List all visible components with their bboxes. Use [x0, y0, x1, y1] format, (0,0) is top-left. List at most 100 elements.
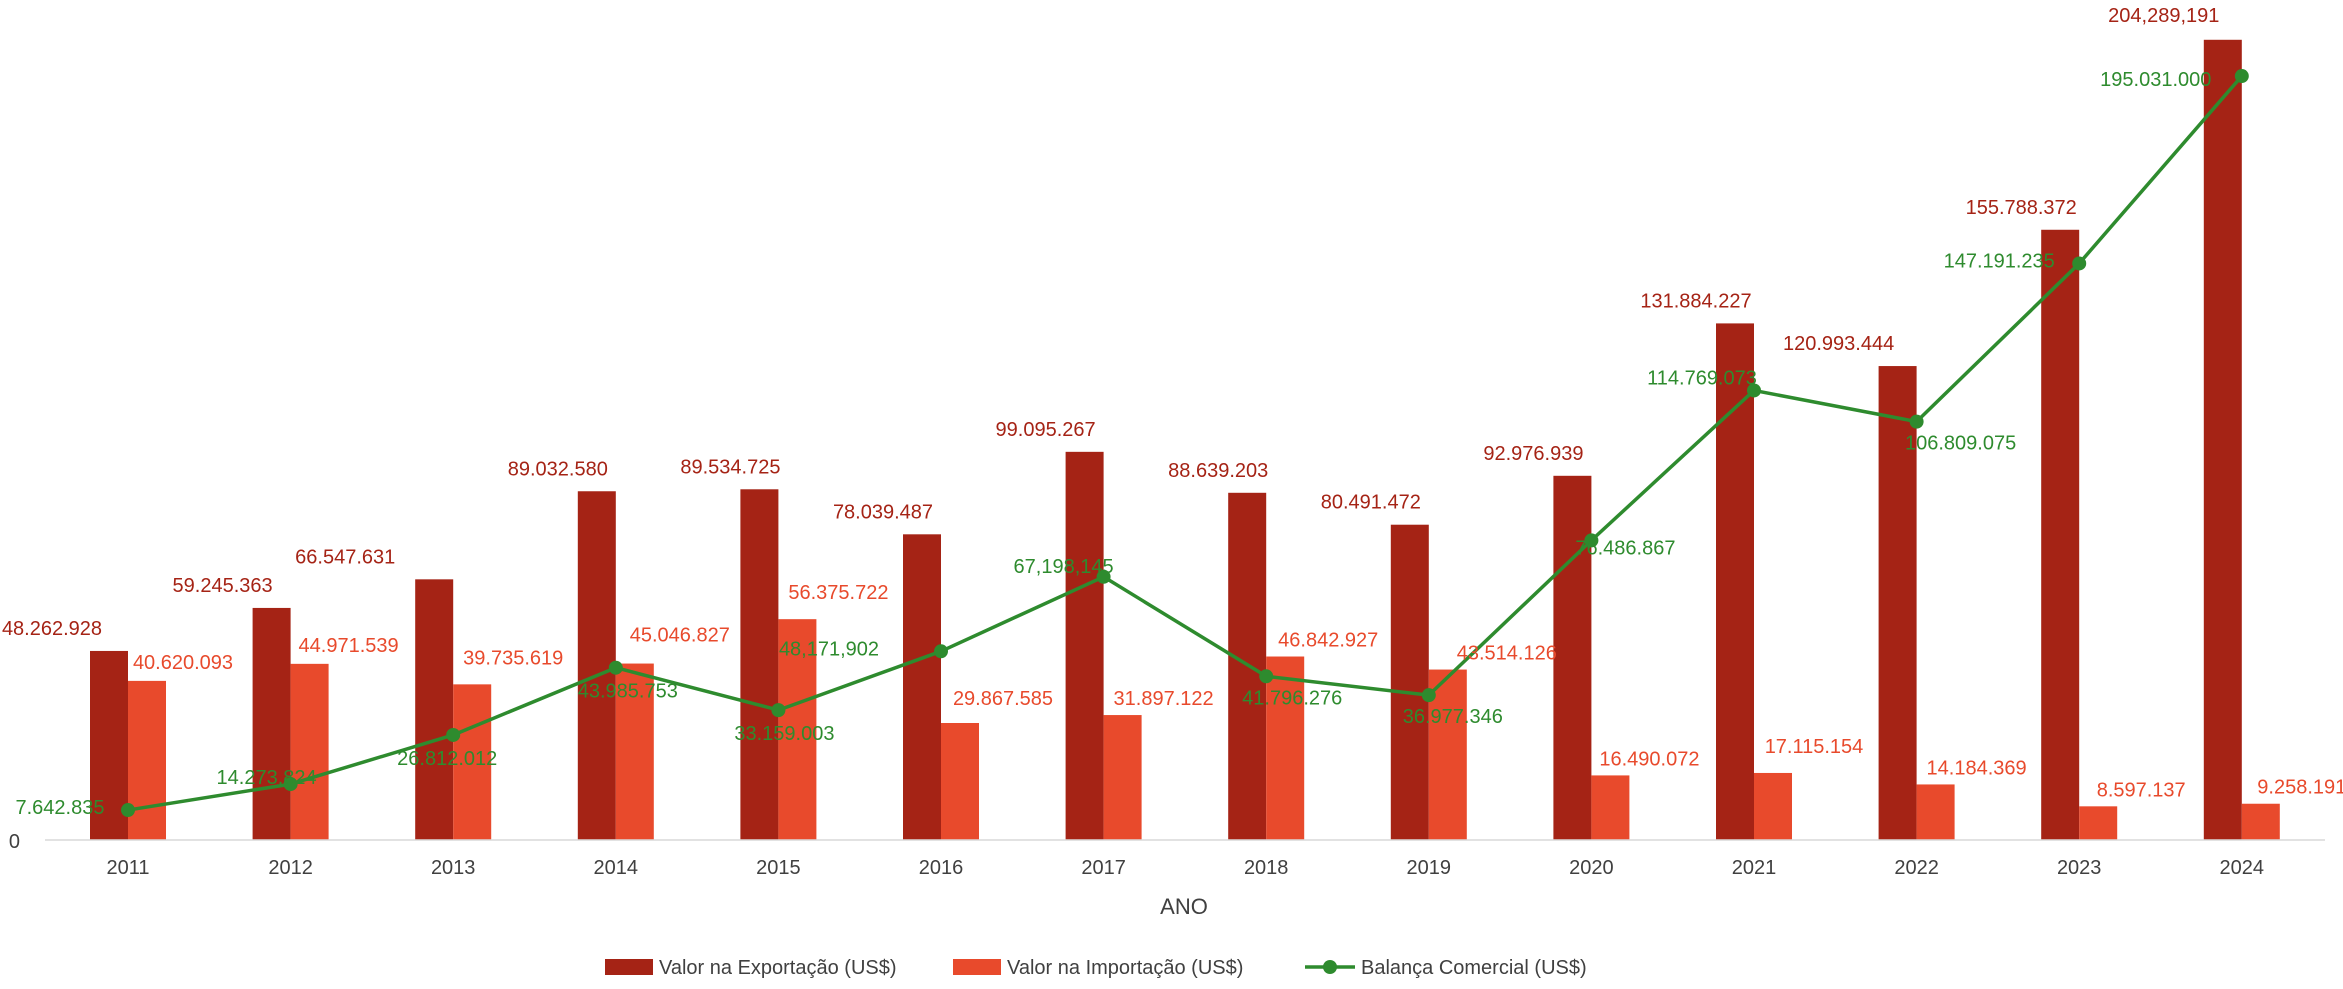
balance-data-label: 33.159.003 [734, 723, 834, 745]
x-tick-label: 2019 [1407, 857, 1452, 879]
x-tick-label: 2020 [1569, 857, 1614, 879]
y-tick-label: 0 [9, 831, 20, 853]
balance-point [1747, 383, 1761, 398]
import-data-label: 8.597.137 [2097, 779, 2186, 801]
export-bar [1390, 524, 1429, 840]
import-data-label: 56.375.722 [788, 582, 888, 604]
x-tick-label: 2013 [431, 857, 476, 879]
x-tick-label: 2014 [594, 857, 639, 879]
import-bar [1754, 772, 1792, 840]
legend-label-export: Valor na Exportação (US$) [659, 957, 897, 979]
export-data-label: 80.491.472 [1321, 492, 1421, 514]
import-bar [1103, 715, 1142, 840]
balance-data-label: 147.191.235 [1944, 250, 2055, 272]
balance-data-label: 7.642.835 [16, 797, 105, 819]
import-bar [453, 684, 492, 840]
import-data-label: 40.620.093 [133, 652, 233, 674]
balance-point [1096, 569, 1111, 584]
import-bar [778, 619, 817, 840]
import-data-label: 14.184.369 [1927, 757, 2027, 779]
import-data-label: 46.842.927 [1278, 630, 1378, 652]
import-bar [290, 663, 329, 840]
import-bar [2079, 806, 2118, 840]
import-data-label: 44.971.539 [299, 635, 399, 657]
import-data-label: 9.258.191 [2257, 777, 2343, 799]
balance-point [934, 644, 948, 659]
balance-point [2072, 256, 2087, 271]
x-tick-label: 2023 [2057, 857, 2102, 879]
export-data-label: 88.639.203 [1168, 460, 1268, 482]
x-tick-label: 2011 [106, 857, 149, 879]
export-bar [252, 607, 291, 840]
balance-point [1259, 669, 1274, 684]
x-tick-label: 2018 [1244, 857, 1289, 879]
balance-data-label: 14.273.824 [217, 767, 317, 789]
export-bar [1553, 475, 1592, 840]
balance-point [283, 777, 298, 792]
import-bar [2241, 803, 2280, 840]
legend-label-balance: Balança Comercial (US$) [1361, 957, 1587, 979]
export-bar [903, 534, 941, 840]
import-data-label: 43.514.126 [1457, 643, 1557, 665]
import-bar [1266, 656, 1305, 840]
balance-data-label: 67,198,145 [1014, 556, 1114, 578]
legend: Valor na Exportação (US$) Valor na Import… [605, 957, 1587, 979]
import-data-label: 45.046.827 [630, 625, 730, 647]
export-data-label: 48.262.928 [2, 618, 102, 640]
import-data-label: 29.867.585 [953, 688, 1053, 710]
balance-point [1584, 533, 1599, 548]
import-bar [941, 723, 979, 840]
balance-data-label: 114.769.073 [1647, 367, 1757, 389]
legend-label-import: Valor na Importação (US$) [1007, 957, 1243, 979]
export-bar [2041, 229, 2080, 840]
x-tick-label: 2012 [268, 857, 313, 879]
export-data-label: 89.032.580 [508, 458, 608, 480]
balance-point [1421, 688, 1436, 703]
export-data-label: 59.245.363 [173, 575, 273, 597]
balance-point [771, 703, 786, 718]
x-axis-title: ANO [1160, 894, 1208, 919]
balance-point [446, 727, 461, 742]
export-data-label: 78.039.487 [833, 501, 933, 523]
legend-swatch-import [953, 959, 1001, 975]
export-bar [415, 579, 454, 840]
balance-data-label: 26.812.012 [397, 748, 497, 770]
import-data-label: 17.115.154 [1765, 736, 1864, 758]
import-bar [1591, 775, 1630, 840]
x-tick-label: 2017 [1081, 857, 1126, 879]
export-data-label: 99.095.267 [996, 419, 1096, 441]
x-tick-label: 2021 [1732, 857, 1777, 879]
legend-swatch-balance-marker [1323, 960, 1337, 974]
balance-data-label: 36.977.346 [1403, 706, 1503, 728]
balance-data-label: 195.031.000 [2100, 69, 2211, 91]
export-bar [740, 489, 779, 840]
import-bar [615, 663, 654, 840]
balance-data-label: 76.486.867 [1575, 537, 1675, 559]
balance-data-label: 48,171,902 [779, 638, 879, 660]
balance-point [2234, 69, 2249, 84]
legend-swatch-export [605, 959, 653, 975]
balance-data-label: 41.796.276 [1242, 687, 1342, 709]
import-data-label: 31.897.122 [1114, 688, 1214, 710]
export-data-label: 120.993.444 [1783, 333, 1894, 355]
x-tick-label: 2016 [919, 857, 964, 879]
export-data-label: 66.547.631 [295, 546, 395, 568]
x-tick-label: 2022 [1894, 857, 1939, 879]
export-data-label: 204,289,191 [2108, 5, 2219, 27]
export-data-label: 92.976.939 [1483, 443, 1583, 465]
x-tick-label: 2024 [2220, 857, 2265, 879]
export-bar [2203, 39, 2242, 840]
balance-point [1909, 414, 1924, 429]
export-data-label: 131.884.227 [1640, 290, 1751, 312]
import-bar [1916, 784, 1955, 840]
export-data-label: 89.534.725 [680, 456, 780, 478]
x-tick-label: 2015 [756, 857, 801, 879]
balance-line [127, 74, 2244, 812]
import-data-label: 16.490.072 [1599, 748, 1699, 770]
export-bar [1878, 366, 1917, 840]
export-data-label: 155.788.372 [1966, 197, 2077, 219]
import-data-label: 39.735.619 [463, 647, 563, 669]
export-bar [1716, 323, 1754, 840]
export-bar [1065, 451, 1104, 840]
